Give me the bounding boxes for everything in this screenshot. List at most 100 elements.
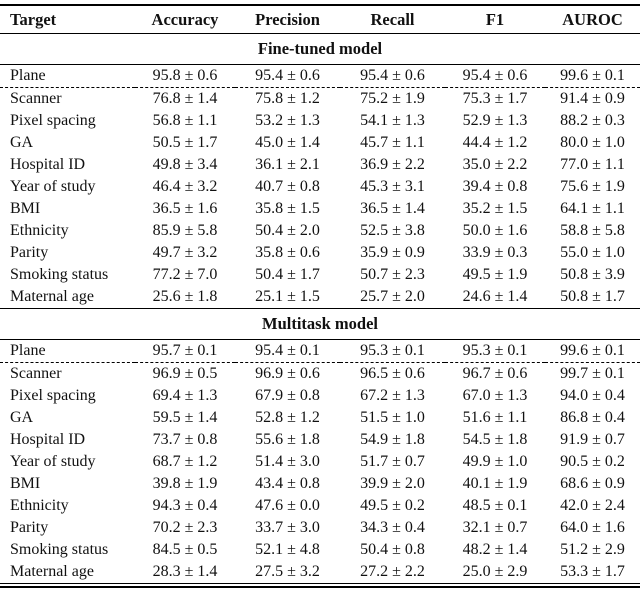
value-cell-f1: 24.6 ± 1.4 (462, 288, 528, 305)
value-cell-auroc: 77.0 ± 1.1 (560, 156, 625, 173)
value-cell-precision: 50.4 ± 1.7 (255, 266, 320, 283)
table-row-pixel-spacing: Pixel spacing 56.8 ± 1.1 53.2 ± 1.3 54.1 ± … (0, 110, 640, 132)
table-row-year-of-study: Year of study 68.7 ± 1.2 51.4 ± 3.0 51.7 ± … (0, 451, 640, 473)
value-cell-f1: 33.9 ± 0.3 (462, 244, 528, 261)
value-cell-precision: 96.9 ± 0.6 (255, 365, 320, 382)
value-cell-precision: 95.4 ± 0.1 (235, 339, 340, 363)
section-title-row: Fine-tuned model (0, 33, 640, 65)
value-cell-precision: 75.8 ± 1.2 (255, 90, 320, 107)
target-cell: Ethnicity (10, 497, 69, 514)
value-cell-precision: 36.1 ± 2.1 (255, 156, 320, 173)
target-cell: Maternal age (10, 288, 94, 305)
table-row-smoking-status: Smoking status 77.2 ± 7.0 50.4 ± 1.7 50.7 ±… (0, 264, 640, 286)
value-cell-f1: 48.5 ± 0.1 (462, 497, 528, 514)
value-cell-f1: 48.2 ± 1.4 (462, 541, 528, 558)
value-cell-f1: 95.3 ± 0.1 (445, 339, 545, 363)
value-cell-accuracy: 25.6 ± 1.8 (152, 288, 218, 305)
results-table: Target Accuracy Precision Recall F1 AUROC Fin… (0, 4, 640, 584)
value-cell-f1: 49.5 ± 1.9 (462, 266, 528, 283)
value-cell-f1: 44.4 ± 1.2 (462, 134, 528, 151)
target-cell: Pixel spacing (10, 387, 96, 404)
value-cell-f1: 32.1 ± 0.7 (462, 519, 528, 536)
section-multitask-model: Multitask model Plane 95.7 ± 0.1 95.4 ± 0.1… (0, 308, 640, 584)
value-cell-accuracy: 95.7 ± 0.1 (135, 339, 235, 363)
value-cell-recall: 35.9 ± 0.9 (360, 244, 425, 261)
table-row-ga: GA 59.5 ± 1.4 52.8 ± 1.2 51.5 ± 1.0 51.6 ± 1… (0, 407, 640, 429)
value-cell-accuracy: 73.7 ± 0.8 (152, 431, 218, 448)
value-cell-recall: 96.5 ± 0.6 (360, 365, 425, 382)
value-cell-recall: 36.5 ± 1.4 (360, 200, 425, 217)
target-cell: Pixel spacing (10, 112, 96, 129)
value-cell-f1: 67.0 ± 1.3 (462, 387, 528, 404)
value-cell-precision: 55.6 ± 1.8 (255, 431, 320, 448)
value-cell-auroc: 91.4 ± 0.9 (560, 90, 625, 107)
value-cell-auroc: 55.0 ± 1.0 (560, 244, 625, 261)
value-cell-accuracy: 95.8 ± 0.6 (135, 64, 235, 88)
value-cell-recall: 54.9 ± 1.8 (360, 431, 425, 448)
value-cell-precision: 47.6 ± 0.0 (255, 497, 320, 514)
value-cell-auroc: 88.2 ± 0.3 (560, 112, 625, 129)
value-cell-f1: 49.9 ± 1.0 (462, 453, 528, 470)
value-cell-f1: 35.2 ± 1.5 (462, 200, 528, 217)
value-cell-precision: 51.4 ± 3.0 (255, 453, 320, 470)
value-cell-f1: 52.9 ± 1.3 (462, 112, 528, 129)
target-cell: Plane (0, 64, 135, 88)
target-cell: BMI (10, 475, 41, 492)
value-cell-f1: 95.4 ± 0.6 (445, 64, 545, 88)
value-cell-f1: 35.0 ± 2.2 (462, 156, 528, 173)
value-cell-precision: 35.8 ± 0.6 (255, 244, 320, 261)
value-cell-recall: 25.7 ± 2.0 (360, 288, 425, 305)
value-cell-f1: 25.0 ± 2.9 (462, 563, 528, 580)
value-cell-auroc: 58.8 ± 5.8 (560, 222, 625, 239)
target-cell: Maternal age (10, 563, 94, 580)
value-cell-accuracy: 50.5 ± 1.7 (152, 134, 218, 151)
table-row-plane: Plane 95.8 ± 0.6 95.4 ± 0.6 95.4 ± 0.6 95.4 … (0, 64, 640, 88)
target-cell: GA (10, 134, 34, 151)
value-cell-auroc: 68.6 ± 0.9 (560, 475, 625, 492)
value-cell-accuracy: 56.8 ± 1.1 (152, 112, 218, 129)
value-cell-accuracy: 39.8 ± 1.9 (152, 475, 218, 492)
target-cell: Parity (10, 244, 49, 261)
table-row-parity: Parity 70.2 ± 2.3 33.7 ± 3.0 34.3 ± 0.4 32.1… (0, 517, 640, 539)
table-header: Target Accuracy Precision Recall F1 AUROC (0, 5, 640, 34)
value-cell-accuracy: 85.9 ± 5.8 (152, 222, 218, 239)
value-cell-precision: 95.4 ± 0.6 (235, 64, 340, 88)
value-cell-auroc: 51.2 ± 2.9 (560, 541, 625, 558)
value-cell-recall: 67.2 ± 1.3 (360, 387, 425, 404)
value-cell-auroc: 64.0 ± 1.6 (560, 519, 625, 536)
value-cell-recall: 49.5 ± 0.2 (360, 497, 425, 514)
target-cell: Hospital ID (10, 431, 86, 448)
value-cell-precision: 35.8 ± 1.5 (255, 200, 320, 217)
value-cell-precision: 52.8 ± 1.2 (255, 409, 320, 426)
value-cell-accuracy: 84.5 ± 0.5 (152, 541, 218, 558)
value-cell-accuracy: 68.7 ± 1.2 (152, 453, 218, 470)
value-cell-accuracy: 36.5 ± 1.6 (152, 200, 218, 217)
value-cell-precision: 25.1 ± 1.5 (255, 288, 320, 305)
value-cell-auroc: 64.1 ± 1.1 (560, 200, 625, 217)
value-cell-recall: 39.9 ± 2.0 (360, 475, 425, 492)
target-cell: BMI (10, 200, 41, 217)
value-cell-f1: 39.4 ± 0.8 (462, 178, 528, 195)
value-cell-auroc: 91.9 ± 0.7 (560, 431, 625, 448)
target-cell: Year of study (10, 178, 96, 195)
value-cell-accuracy: 94.3 ± 0.4 (152, 497, 218, 514)
value-cell-accuracy: 59.5 ± 1.4 (152, 409, 218, 426)
value-cell-recall: 27.2 ± 2.2 (360, 563, 425, 580)
table-row-scanner: Scanner 96.9 ± 0.5 96.9 ± 0.6 96.5 ± 0.6 96.… (0, 363, 640, 386)
value-cell-f1: 75.3 ± 1.7 (462, 90, 528, 107)
value-cell-recall: 51.7 ± 0.7 (360, 453, 425, 470)
section-fine-tuned-model: Fine-tuned model Plane 95.8 ± 0.6 95.4 ± 0.… (0, 33, 640, 309)
header-row: Target Accuracy Precision Recall F1 AUROC (0, 5, 640, 34)
table-row-parity: Parity 49.7 ± 3.2 35.8 ± 0.6 35.9 ± 0.9 33.9… (0, 242, 640, 264)
value-cell-auroc: 80.0 ± 1.0 (560, 134, 625, 151)
value-cell-recall: 45.7 ± 1.1 (360, 134, 425, 151)
target-cell: Scanner (10, 365, 62, 382)
value-cell-precision: 53.2 ± 1.3 (255, 112, 320, 129)
value-cell-f1: 50.0 ± 1.6 (462, 222, 528, 239)
value-cell-auroc: 99.6 ± 0.1 (545, 339, 640, 363)
value-cell-f1: 40.1 ± 1.9 (462, 475, 528, 492)
table-row-pixel-spacing: Pixel spacing 69.4 ± 1.3 67.9 ± 0.8 67.2 ± … (0, 385, 640, 407)
value-cell-recall: 52.5 ± 3.8 (360, 222, 425, 239)
column-header-recall: Recall (340, 5, 445, 34)
